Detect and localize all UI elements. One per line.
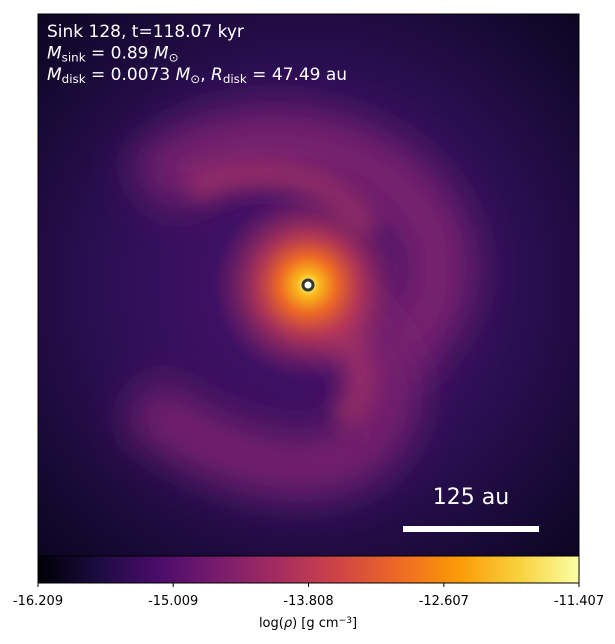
text-segment: ρ [284,616,293,631]
scale-bar [403,526,539,532]
annotation-line: Mdisk = 0.0073 M⊙, Rdisk = 47.49 au [47,65,347,86]
tick-label: -13.808 [283,594,333,609]
text-segment: R [211,65,223,85]
text-segment: ) [g cm [292,616,338,631]
text-segment: = 47.49 au [247,65,347,85]
text-segment: M [176,65,191,85]
sink-marker [301,278,315,292]
colorbar-ticks: -16.209 -15.009 -13.808 -12.607 -11.407 [13,583,604,609]
text-segment: sink [62,51,86,65]
annotation-line: Sink 128, t=118.07 kyr [47,22,244,42]
text-segment: = 0.0073 [86,65,176,85]
text-segment: −3 [339,616,353,626]
density-map [38,14,579,556]
text-segment: M [47,65,62,85]
text-segment: disk [223,72,247,86]
text-segment: ⊙ [190,72,200,86]
text-segment: = 0.89 [86,44,154,64]
text-segment: Sink 128, t=118.07 kyr [47,22,244,42]
tick-label: -11.407 [554,594,604,609]
tick-label: -16.209 [13,594,63,609]
text-segment: ⊙ [169,51,179,65]
colorbar [37,555,580,584]
tick-label: -12.607 [419,594,469,609]
text-segment: M [154,44,169,64]
text-segment: log( [259,616,284,631]
text-segment: M [47,44,62,64]
text-segment: disk [62,72,86,86]
colorbar-label: log(ρ) [g cm−3] [259,616,357,631]
scale-bar-label: 125 au [433,485,509,510]
annotation-line: Msink = 0.89 M⊙ [47,44,179,65]
text-segment: ] [352,616,357,631]
text-segment: , [200,65,211,85]
tick-label: -15.009 [148,594,198,609]
